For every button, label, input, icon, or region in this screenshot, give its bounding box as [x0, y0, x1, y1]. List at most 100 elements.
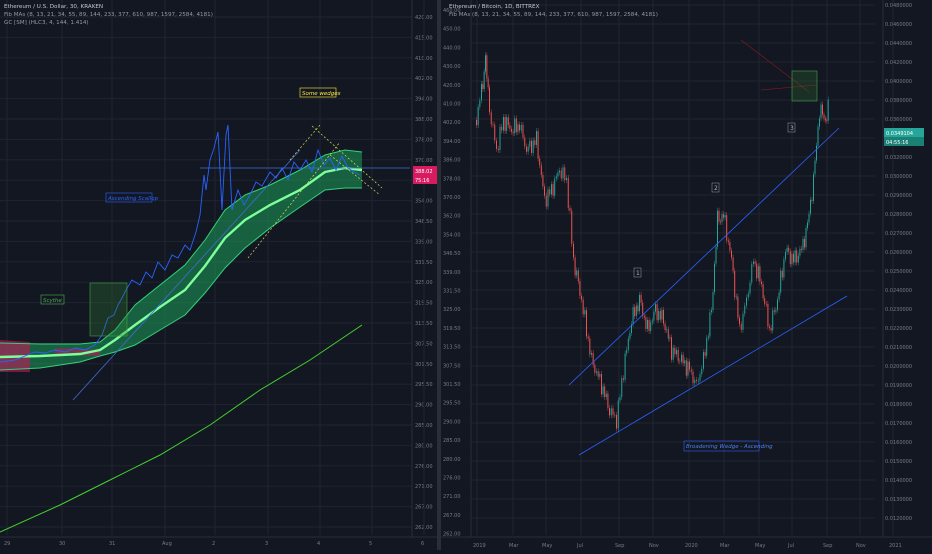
right-axis-tick-label: 0.0250000 [885, 269, 912, 275]
right-axis-tick-label: 0.0440000 [885, 41, 912, 47]
current-time-tag: 75:16 [415, 178, 429, 184]
left-axis-tick-label: 386.00 [443, 158, 461, 164]
candle-body [555, 176, 557, 179]
wave-label-box [633, 267, 642, 278]
candle-body [676, 349, 677, 355]
left-chart-panel[interactable]: 420.00415.00410.00402.00394.00388.00378.… [0, 0, 437, 550]
right-axis-tick-label: 0.0360000 [885, 117, 912, 123]
candle-body [767, 303, 769, 327]
current-price-tag: 388.02 [415, 169, 433, 175]
candle-body [506, 117, 508, 131]
right-chart-panel[interactable]: 460.00 450.00 440.00 430.00 420.00 410.00 402.… [441, 0, 932, 550]
candle-body [501, 126, 503, 131]
right-chart-canvas[interactable]: 460.00 450.00 440.00 430.00 420.00 410.00 402.… [441, 0, 932, 550]
candle-body [801, 248, 802, 250]
panel-divider[interactable] [437, 0, 441, 550]
candle-body [814, 160, 816, 175]
left-axis-tick-label: 410.00 [443, 102, 461, 108]
left-axis-tick-label: 331.50 [443, 289, 461, 295]
candle-body [778, 292, 780, 300]
candle-body [793, 253, 794, 263]
candle-body [486, 55, 488, 79]
candle-body [527, 146, 529, 152]
candle-body [694, 379, 696, 384]
candle-body [515, 118, 517, 133]
candle-body [690, 369, 692, 372]
right-axis-tick-label: 0.0140000 [885, 478, 912, 484]
candle-body [619, 397, 621, 401]
current-time-tag-bg [413, 175, 437, 184]
candle-body [569, 208, 571, 211]
candle-body [724, 215, 726, 218]
candle-body [581, 295, 582, 300]
candle-body [751, 264, 753, 283]
candle-body [773, 310, 775, 312]
right-axis-tick-label: 0.0480000 [885, 3, 912, 9]
candle-body [554, 178, 556, 196]
candle-body [576, 270, 578, 276]
left-chart-canvas[interactable]: 420.00415.00410.00402.00394.00388.00378.… [0, 0, 437, 550]
left-axis-tick-label: 319.50 [443, 326, 461, 332]
candle-body [557, 172, 559, 177]
candle-body [497, 148, 499, 151]
candle-body [545, 195, 547, 207]
left-axis-tick-label: 370.00 [443, 195, 461, 201]
candle-body [712, 292, 714, 311]
left-axis-tick-label: 290.00 [443, 419, 461, 425]
candle-body [586, 310, 587, 337]
right-axis-tick-label: 0.0200000 [885, 364, 912, 370]
candle-body [481, 84, 482, 101]
right-axis-tick-label: 0.0210000 [885, 345, 912, 351]
candle-body [802, 238, 804, 250]
candle-body [704, 352, 706, 356]
candle-body [637, 305, 639, 312]
candle-body [791, 253, 793, 265]
candle-body [601, 374, 602, 395]
candle-body [639, 294, 640, 312]
wedge-lower-line [578, 295, 848, 456]
time-tick-label: Mar [509, 543, 519, 549]
candle-body [529, 140, 531, 147]
left-axis-tick-label: 271.00 [443, 494, 461, 500]
candle-body [542, 174, 544, 187]
candle-body [648, 320, 650, 331]
time-tick-label: 31 [109, 541, 115, 547]
candle-body [573, 243, 574, 258]
candle-body [681, 354, 682, 362]
right-axis-tick-label: 0.0300000 [885, 174, 912, 180]
candle-body [591, 352, 592, 355]
candle-body [655, 304, 656, 312]
candle-body [783, 259, 785, 278]
candle-body [592, 352, 594, 365]
time-tick-label: Nov [649, 543, 659, 549]
left-chart-title: Ethereum / U.S. Dollar, 30, KRAKEN [4, 4, 104, 10]
candle-body [666, 329, 668, 331]
candle-body [659, 311, 661, 320]
candle-body [753, 261, 754, 265]
candle-body [476, 120, 477, 126]
candle-body [599, 374, 601, 377]
right-indicator-fib: Fib MAs (8, 13, 21, 34, 55, 89, 144, 233… [449, 12, 658, 18]
time-tick-label: May [542, 543, 552, 549]
candle-body [772, 310, 774, 331]
annotation-ascending-scallop: Ascending Scallop [107, 196, 159, 202]
candle-body [808, 213, 810, 223]
gaussian-channel-upper-line [0, 149, 363, 345]
candle-body [707, 336, 709, 338]
time-tick-label: Nov [856, 543, 866, 549]
candle-body [559, 170, 560, 173]
candle-body [717, 210, 718, 247]
time-tick-label: 2020 [685, 543, 698, 549]
right-axis-tick-label: 0.0130000 [885, 497, 912, 503]
candle-body [626, 349, 628, 354]
candle-body [504, 117, 506, 131]
candle-body [823, 114, 825, 119]
candle-body [489, 87, 490, 113]
candle-body [765, 303, 767, 305]
candle-body [797, 255, 799, 263]
candle-body [663, 309, 664, 324]
wave-label-box [711, 182, 720, 193]
candle-body [811, 199, 813, 201]
time-tick-label: 2019 [473, 543, 486, 549]
candle-body [519, 124, 520, 131]
